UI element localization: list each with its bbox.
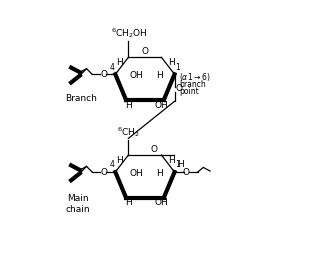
Text: ($\alpha$1$\rightarrow$6): ($\alpha$1$\rightarrow$6) — [179, 71, 211, 83]
Text: Main
chain: Main chain — [66, 194, 90, 214]
Text: O: O — [151, 145, 157, 154]
Text: H: H — [156, 72, 162, 81]
Text: O: O — [101, 167, 108, 177]
Text: point: point — [179, 87, 199, 96]
Text: O: O — [101, 70, 108, 79]
Text: OH: OH — [154, 198, 168, 207]
Text: OH: OH — [154, 101, 168, 109]
Text: O: O — [176, 84, 183, 94]
Text: O: O — [182, 167, 189, 177]
Text: 4: 4 — [109, 63, 114, 72]
Text: O: O — [141, 47, 148, 56]
Text: H: H — [117, 58, 123, 67]
Text: OH: OH — [129, 72, 143, 81]
Text: H: H — [168, 58, 175, 67]
Text: Branch: Branch — [65, 94, 96, 103]
Text: 4: 4 — [109, 160, 114, 170]
Text: H: H — [117, 156, 123, 165]
Text: H: H — [177, 160, 184, 169]
Text: 1: 1 — [175, 160, 180, 170]
Text: H: H — [156, 169, 162, 178]
Text: OH: OH — [129, 169, 143, 178]
Text: 1: 1 — [175, 63, 180, 72]
Text: $^6$CH$_2$: $^6$CH$_2$ — [117, 125, 140, 139]
Text: branch: branch — [179, 81, 206, 89]
Text: H: H — [168, 156, 175, 165]
Text: H: H — [125, 198, 132, 207]
Text: $^6$CH$_2$OH: $^6$CH$_2$OH — [110, 26, 147, 40]
Text: H: H — [125, 101, 132, 109]
